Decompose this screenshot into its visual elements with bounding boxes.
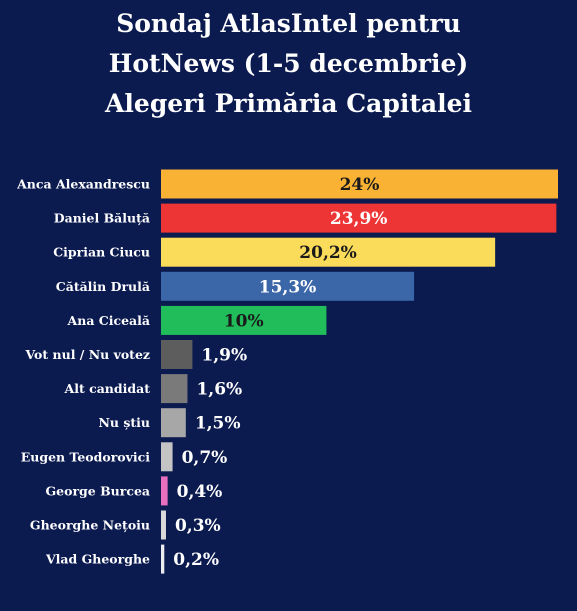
bar-ana-ciceala [161,305,327,335]
category-label-alt-candidat: Alt candidat [64,381,151,396]
value-label-nu-stiu: 1,5% [195,414,241,434]
value-label-eugen-teodorovici: 0,7% [182,448,228,468]
category-label-catalin-drula: Cătălin Drulă [56,279,150,294]
value-label-daniel-baluta: 23,9% [330,209,388,229]
bar-george-burcea [161,476,168,506]
category-label-eugen-teodorovici: Eugen Teodorovici [21,449,151,464]
value-label-ciprian-ciucu: 20,2% [299,243,357,263]
title-line-3: Alegeri Primăria Capitalei [105,89,472,118]
value-label-anca-alexandrescu: 24% [340,175,380,195]
category-label-vot-nul-nu-votez: Vot nul / Nu votez [25,347,151,362]
category-label-vlad-gheorghe: Vlad Gheorghe [45,552,150,567]
value-label-catalin-drula: 15,3% [259,277,317,297]
bar-ciprian-ciucu [161,237,496,267]
value-label-vlad-gheorghe: 0,2% [173,550,219,570]
value-label-alt-candidat: 1,6% [196,380,242,400]
bar-nu-stiu [161,408,186,438]
title-line-1: Sondaj AtlasIntel pentru [116,9,461,38]
value-label-george-burcea: 0,4% [177,482,223,502]
chart-title: Sondaj AtlasIntel pentru HotNews (1-5 de… [0,4,577,124]
value-label-vot-nul-nu-votez: 1,9% [201,346,247,366]
bar-eugen-teodorovici [161,442,173,472]
category-label-ana-ciceala: Ana Ciceală [67,313,150,328]
category-label-george-burcea: George Burcea [46,483,151,498]
bar-vot-nul-nu-votez [161,340,193,369]
category-label-ciprian-ciucu: Ciprian Ciucu [53,245,150,260]
bar-vlad-gheorghe [161,544,165,574]
category-label-gheorghe-netoiu: Gheorghe Nețoiu [30,518,150,533]
bar-alt-candidat [161,374,188,404]
value-label-ana-ciceala: 10% [224,311,264,331]
bar-catalin-drula [161,271,415,301]
bar-daniel-baluta [161,203,557,233]
category-label-nu-stiu: Nu știu [98,415,150,430]
bar-gheorghe-netoiu [161,510,166,540]
category-label-anca-alexandrescu: Anca Alexandrescu [16,177,150,192]
bar-anca-alexandrescu [161,169,558,199]
value-label-gheorghe-netoiu: 0,3% [175,516,221,536]
category-label-daniel-baluta: Daniel Băluță [54,211,150,226]
title-line-2: HotNews (1-5 decembrie) [108,49,469,78]
